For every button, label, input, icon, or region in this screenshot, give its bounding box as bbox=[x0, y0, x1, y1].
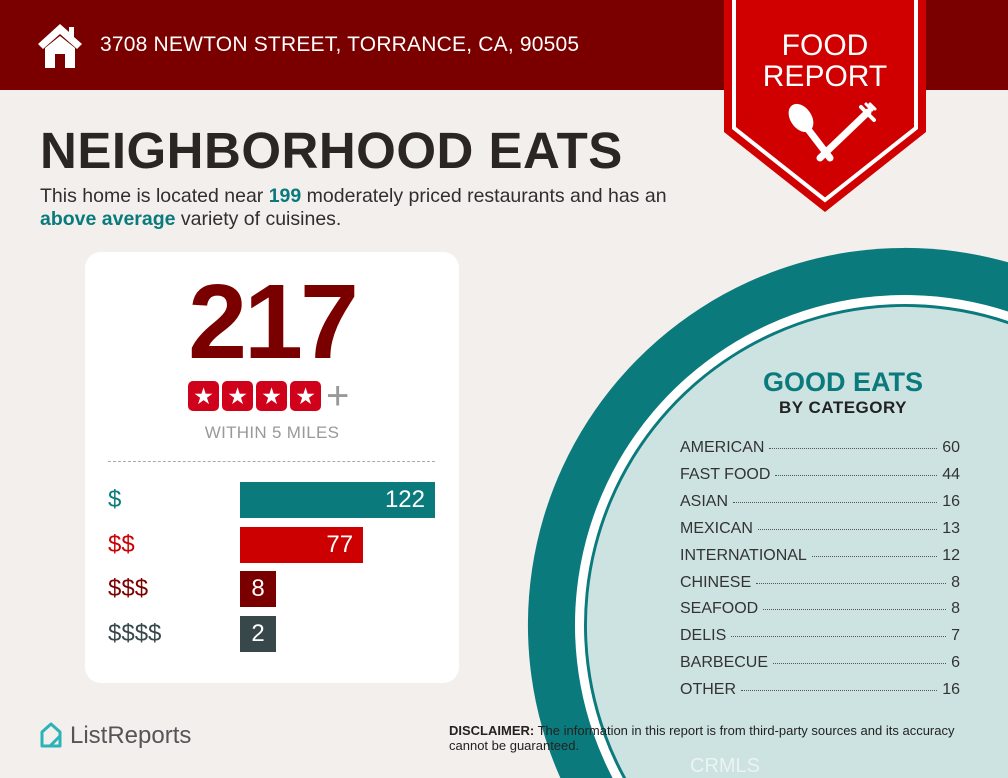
category-row: SEAFOOD 8 bbox=[680, 599, 960, 618]
category-row: FAST FOOD 44 bbox=[680, 465, 960, 484]
summary-card bbox=[85, 252, 459, 683]
price-bar: 122 bbox=[240, 482, 435, 518]
dot-leader bbox=[769, 448, 938, 449]
star-icon: ★ bbox=[188, 381, 219, 411]
house-icon bbox=[38, 24, 82, 68]
price-tier-label: $$$$ bbox=[108, 620, 162, 647]
dot-leader bbox=[775, 474, 938, 476]
dot-leader bbox=[756, 582, 947, 584]
category-row: OTHER 16 bbox=[680, 680, 960, 699]
category-name: MEXICAN bbox=[680, 519, 753, 537]
badge-title: FOOD REPORT bbox=[722, 30, 928, 92]
category-count: 8 bbox=[951, 573, 960, 591]
logo-text: ListReports bbox=[70, 722, 192, 749]
subtitle-text: This home is located near bbox=[40, 185, 269, 207]
variety-rating: above average bbox=[40, 208, 176, 230]
dot-leader bbox=[757, 528, 938, 530]
star-icon: ★ bbox=[256, 381, 287, 411]
dot-leader bbox=[741, 690, 938, 692]
star-icon: ★ bbox=[290, 381, 321, 411]
spoon-fork-icon bbox=[788, 102, 877, 162]
food-report-badge bbox=[724, 0, 926, 212]
category-count: 8 bbox=[951, 600, 960, 618]
category-count: 7 bbox=[951, 627, 960, 645]
disclaimer-text: The information in this report is from t… bbox=[449, 723, 955, 753]
category-name: ASIAN bbox=[680, 492, 729, 510]
price-bar: 77 bbox=[240, 527, 364, 563]
category-count: 6 bbox=[951, 654, 960, 672]
category-count: 16 bbox=[942, 681, 960, 699]
price-bar: 8 bbox=[240, 571, 276, 607]
price-bar: 2 bbox=[240, 616, 276, 652]
star-icon: ★ bbox=[222, 381, 253, 411]
category-count: 13 bbox=[942, 519, 960, 537]
logo-icon bbox=[40, 722, 62, 748]
category-name: OTHER bbox=[680, 681, 736, 699]
star-rating: ★ ★ ★ ★ bbox=[188, 381, 321, 411]
plus-icon: + bbox=[326, 374, 350, 418]
dot-leader bbox=[731, 636, 947, 638]
category-row: INTERNATIONAL 12 bbox=[680, 546, 960, 565]
categories-title: GOOD EATS bbox=[762, 367, 923, 397]
price-tier-label: $$ bbox=[108, 531, 135, 558]
disclaimer-label: DISCLAIMER: bbox=[449, 723, 535, 738]
category-name: AMERICAN bbox=[680, 439, 765, 456]
disclaimer: DISCLAIMER: The information in this repo… bbox=[449, 723, 989, 753]
category-name: BARBECUE bbox=[680, 654, 769, 672]
category-count: 12 bbox=[942, 546, 960, 564]
category-name: SEAFOOD bbox=[680, 600, 759, 618]
category-name: DELIS bbox=[680, 627, 727, 645]
page-title: NEIGHBORHOOD EATS bbox=[40, 122, 623, 179]
price-tier-label: $ bbox=[108, 486, 122, 513]
page-subtitle: This home is located near 199 moderately… bbox=[40, 185, 740, 231]
dot-leader bbox=[811, 555, 938, 557]
category-row: MEXICAN 13 bbox=[680, 519, 960, 538]
category-row: BARBECUE 6 bbox=[680, 653, 960, 672]
category-count: 60 bbox=[942, 439, 960, 456]
category-row: CHINESE 8 bbox=[680, 573, 960, 592]
total-restaurants: 217 bbox=[188, 263, 359, 381]
category-name: INTERNATIONAL bbox=[680, 546, 807, 564]
property-address: 3708 NEWTON STREET, TORRANCE, CA, 90505 bbox=[100, 33, 580, 56]
category-row: DELIS 7 bbox=[680, 626, 960, 645]
watermark: CRMLS bbox=[690, 755, 761, 777]
price-tier-label: $$$ bbox=[108, 575, 149, 602]
category-row: AMERICAN 60 bbox=[680, 438, 960, 457]
category-row: ASIAN 16 bbox=[680, 492, 960, 511]
listreports-logo[interactable]: ListReports bbox=[38, 722, 191, 750]
dot-leader bbox=[763, 609, 947, 611]
badge-line-1: FOOD bbox=[781, 29, 869, 62]
dot-leader bbox=[733, 501, 938, 503]
restaurant-count: 199 bbox=[268, 185, 302, 207]
badge-line-2: REPORT bbox=[762, 60, 888, 93]
categories-subtitle: BY CATEGORY bbox=[779, 398, 907, 417]
category-count: 44 bbox=[942, 465, 960, 483]
radius-label: WITHIN 5 MILES bbox=[204, 423, 340, 442]
category-count: 16 bbox=[942, 492, 960, 510]
category-name: CHINESE bbox=[680, 573, 752, 591]
category-name: FAST FOOD bbox=[680, 465, 771, 483]
dot-leader bbox=[773, 663, 947, 665]
subtitle-text: moderately priced restaurants and has an bbox=[301, 185, 667, 207]
divider bbox=[108, 461, 435, 462]
subtitle-text: variety of cuisines. bbox=[175, 208, 342, 230]
